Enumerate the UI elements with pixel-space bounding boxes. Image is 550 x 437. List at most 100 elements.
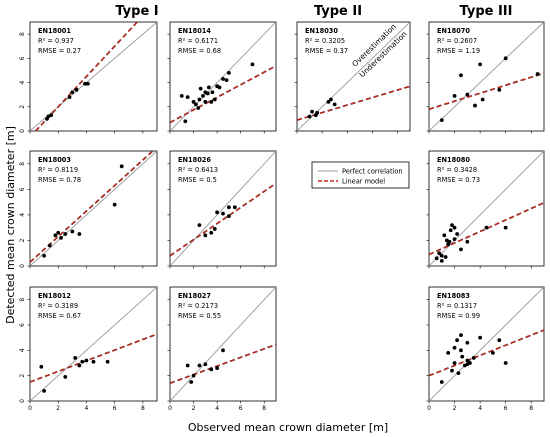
data-point bbox=[478, 62, 483, 67]
data-point bbox=[191, 373, 196, 378]
data-point bbox=[437, 251, 442, 256]
r-squared: R² = 0.937 bbox=[38, 37, 74, 45]
perfect-correlation-line bbox=[30, 151, 157, 266]
data-point bbox=[196, 106, 201, 110]
data-point bbox=[465, 340, 470, 345]
data-point bbox=[212, 97, 217, 102]
data-point bbox=[210, 90, 215, 95]
rmse: RMSE = 0.68 bbox=[178, 47, 221, 55]
data-point bbox=[83, 81, 87, 86]
x-tick-label: 8 bbox=[141, 405, 145, 412]
data-point bbox=[503, 361, 508, 365]
data-point bbox=[74, 87, 79, 92]
data-point bbox=[221, 211, 225, 216]
rmse: RMSE = 1.19 bbox=[437, 47, 480, 55]
data-point bbox=[452, 361, 457, 365]
x-tick-label: 6 bbox=[239, 405, 243, 412]
data-point bbox=[459, 73, 463, 78]
y-tick-label: 0 bbox=[19, 129, 26, 133]
data-point bbox=[460, 354, 465, 359]
y-tick-label: 2 bbox=[19, 105, 26, 109]
x-tick-label: 4 bbox=[478, 405, 482, 412]
x-tick-label: 6 bbox=[504, 405, 508, 412]
data-point bbox=[447, 239, 452, 244]
r-squared: R² = 0.2607 bbox=[437, 37, 477, 45]
data-point bbox=[70, 229, 75, 234]
panel-EN18026: EN18026 R² = 0.6413 RMSE = 0.5 bbox=[167, 150, 277, 269]
x-tick-label: 6 bbox=[113, 405, 117, 412]
rmse: RMSE = 0.27 bbox=[38, 47, 81, 55]
data-point bbox=[439, 380, 444, 384]
data-point bbox=[459, 333, 463, 338]
panel-id: EN18083 bbox=[437, 292, 470, 300]
data-point bbox=[183, 119, 188, 124]
x-tick-label: 4 bbox=[215, 405, 219, 412]
data-point bbox=[332, 102, 337, 107]
data-point bbox=[465, 239, 470, 244]
data-point bbox=[203, 362, 208, 367]
data-point bbox=[215, 210, 220, 215]
panels: 0 2 4 6 8 EN18001 R² = 0.937 RMSE = 0.27 EN18014… bbox=[19, 21, 545, 412]
data-point bbox=[198, 86, 203, 91]
data-point bbox=[203, 233, 208, 238]
perfect-correlation-line bbox=[429, 287, 544, 401]
data-point bbox=[77, 363, 82, 368]
perfect-correlation-line bbox=[30, 287, 157, 401]
data-point bbox=[450, 368, 454, 373]
y-tick-label: 0 bbox=[19, 399, 26, 403]
x-axis-title: Observed mean crown diameter [m] bbox=[188, 421, 388, 434]
x-tick-label: 8 bbox=[262, 405, 266, 412]
data-point bbox=[194, 102, 198, 107]
data-point bbox=[455, 232, 460, 236]
r-squared: R² = 0.1317 bbox=[437, 302, 477, 310]
data-point bbox=[452, 345, 457, 350]
data-point bbox=[465, 358, 470, 363]
legend-linear-label: Linear model bbox=[342, 178, 385, 186]
linear-model-line bbox=[170, 343, 276, 384]
linear-model-line bbox=[170, 65, 276, 124]
legend-box bbox=[311, 161, 410, 189]
plot-area bbox=[429, 287, 544, 401]
linear-model-line bbox=[429, 72, 544, 110]
x-tick-label: 8 bbox=[529, 405, 533, 412]
y-tick-label: 6 bbox=[19, 187, 26, 191]
legend-perfect-label: Perfect correlation bbox=[342, 168, 403, 176]
data-point bbox=[490, 350, 495, 355]
data-point bbox=[63, 232, 68, 236]
data-point bbox=[112, 202, 117, 207]
linear-model-line bbox=[30, 333, 157, 383]
data-point bbox=[47, 243, 52, 248]
data-point bbox=[434, 256, 439, 261]
data-point bbox=[197, 97, 202, 102]
data-point bbox=[80, 359, 85, 364]
data-point bbox=[439, 258, 444, 263]
data-point bbox=[484, 225, 489, 230]
panel-id: EN18070 bbox=[437, 27, 470, 35]
data-point bbox=[326, 100, 331, 104]
data-point bbox=[250, 62, 255, 67]
data-point bbox=[205, 91, 210, 96]
plot-area bbox=[170, 22, 276, 131]
data-point bbox=[206, 85, 211, 90]
data-point bbox=[197, 363, 202, 368]
data-point bbox=[448, 228, 453, 233]
panel-id: EN18026 bbox=[178, 156, 211, 164]
data-point bbox=[217, 85, 222, 90]
data-point bbox=[465, 92, 470, 97]
data-point bbox=[191, 100, 196, 104]
data-point bbox=[221, 77, 225, 81]
r-squared: R² = 0.3189 bbox=[38, 302, 78, 310]
data-point bbox=[503, 56, 508, 61]
plot-area bbox=[30, 151, 157, 266]
data-point bbox=[442, 233, 447, 238]
r-squared: R² = 0.6171 bbox=[178, 37, 218, 45]
data-point bbox=[185, 95, 190, 99]
y-tick-label: 4 bbox=[19, 213, 26, 217]
data-point bbox=[105, 359, 110, 364]
y-tick-label: 8 bbox=[19, 162, 26, 166]
rmse: RMSE = 0.78 bbox=[38, 176, 81, 184]
data-point bbox=[209, 367, 214, 372]
plot-area bbox=[30, 22, 157, 131]
type-title-1: Type I bbox=[115, 4, 158, 19]
data-point bbox=[42, 253, 47, 258]
